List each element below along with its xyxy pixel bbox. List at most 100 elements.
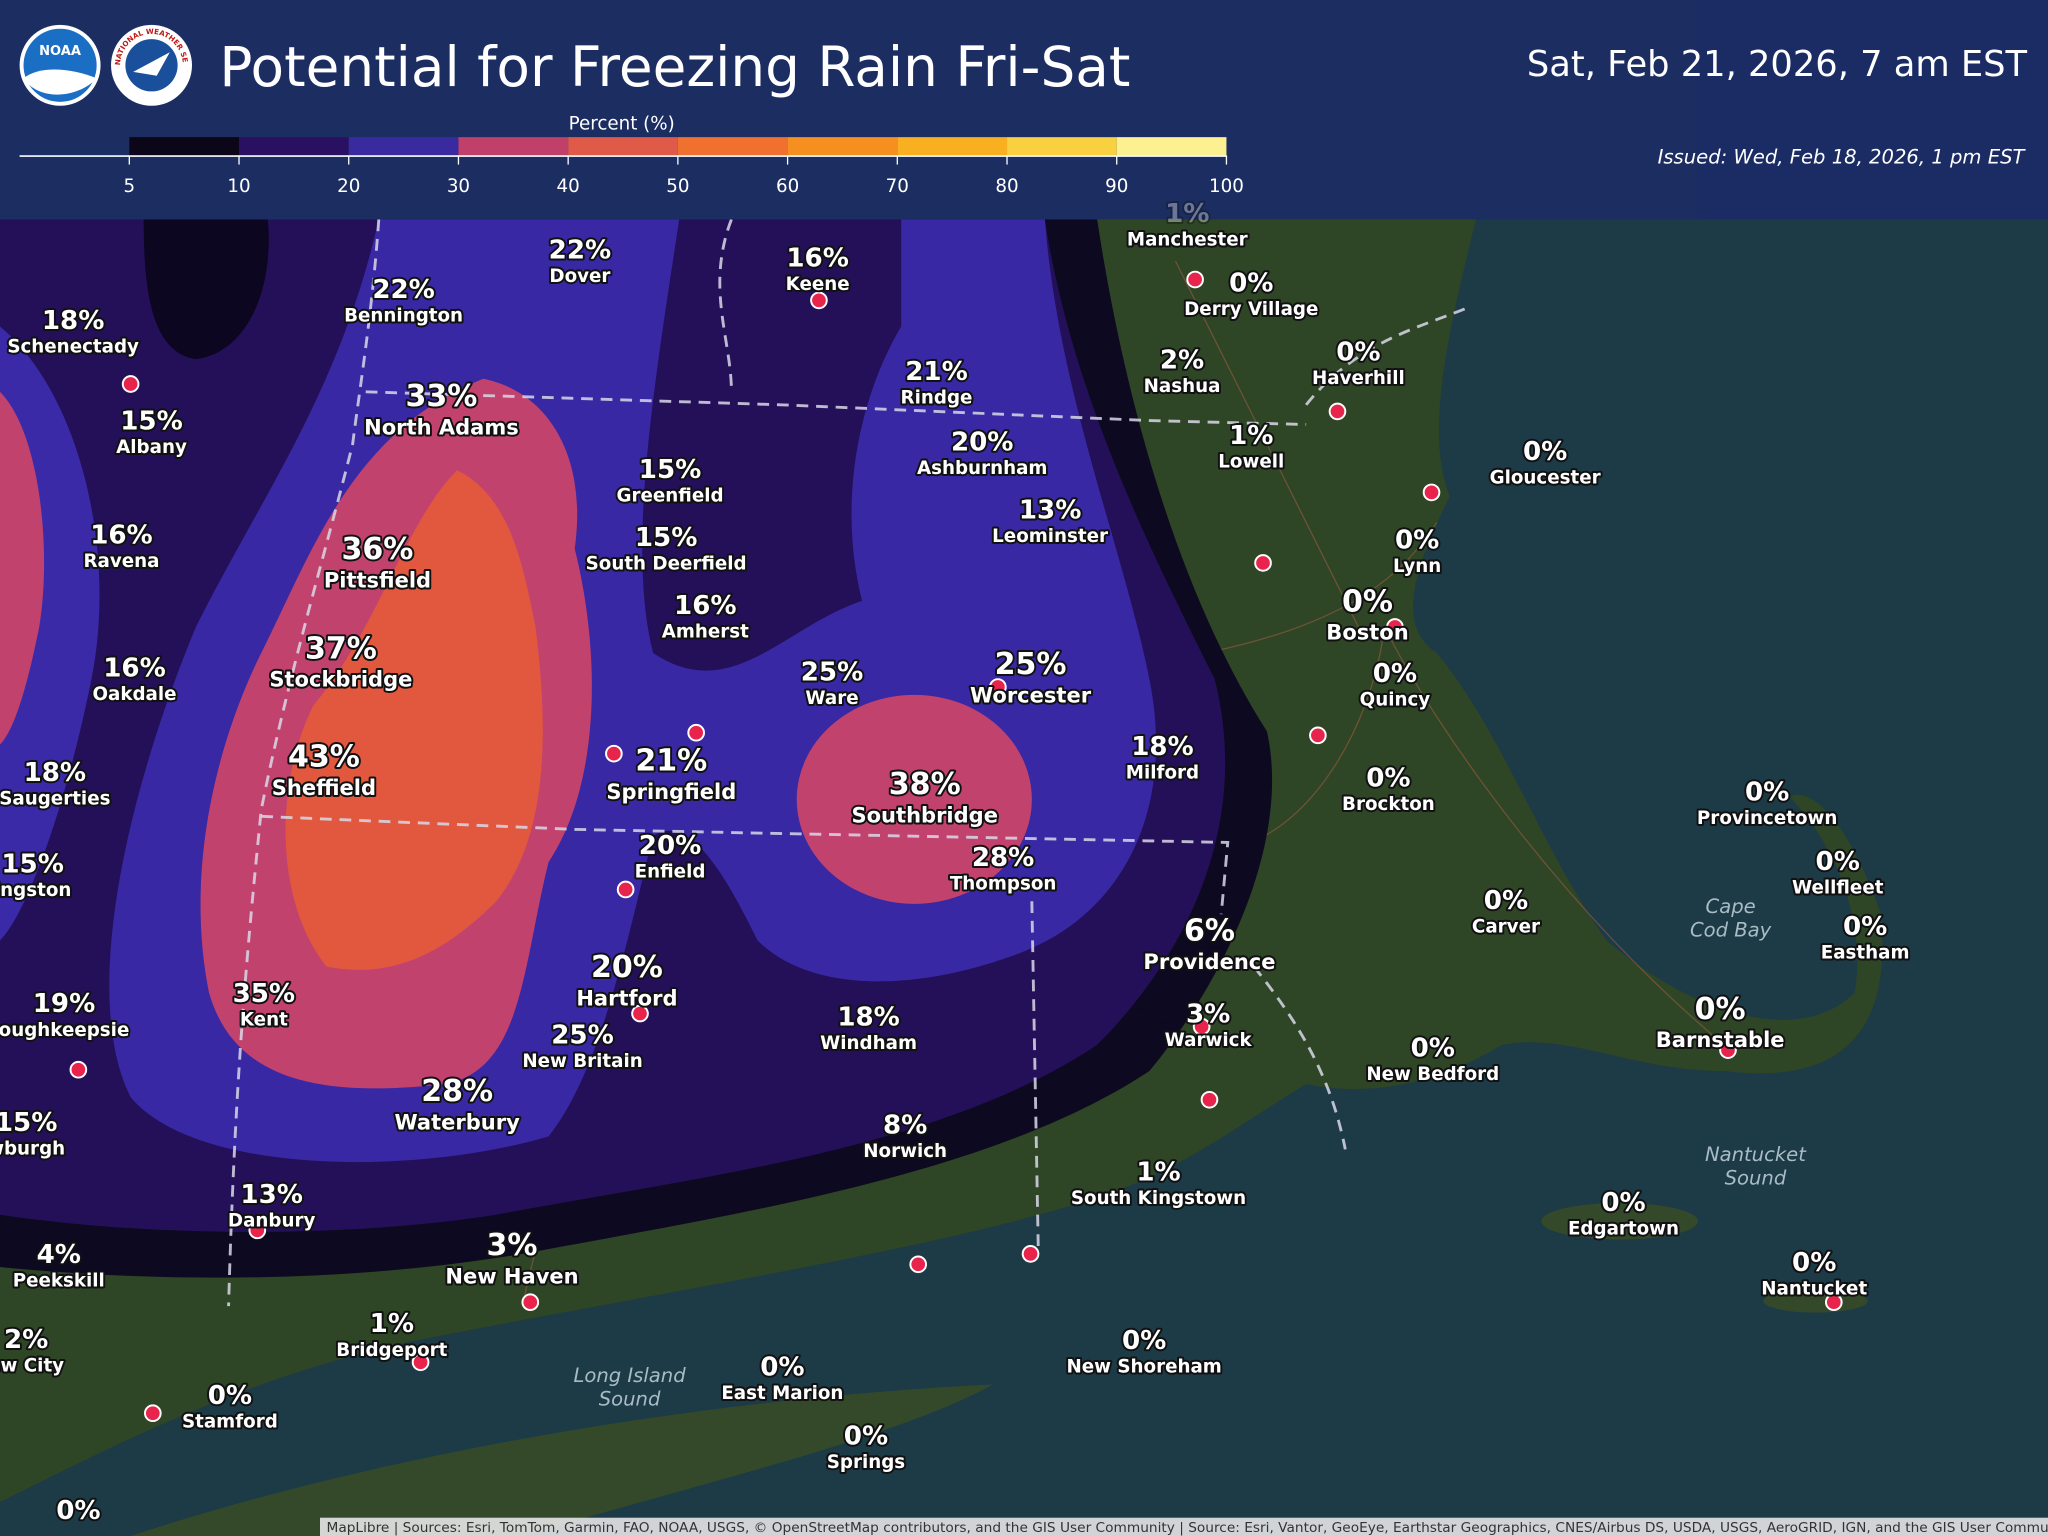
city-name: Wellfleet [1792,877,1884,898]
long-island [130,1384,993,1536]
water-label: Sound [599,1387,661,1410]
contour-40 [285,470,543,970]
city-dots [69,270,1843,1423]
city-name: Norwich [863,1141,947,1162]
city-name: Oakdale [92,684,176,705]
legend-swatch [129,137,240,156]
legend-tick-label: 50 [666,176,689,197]
city-percent: 16% [90,520,153,550]
city-percent: 0% [1601,1188,1645,1218]
city-name: Ravena [83,551,159,572]
city-dot [411,1353,430,1372]
city-name: South Deerfield [586,553,747,574]
city-name: Ashburnham [917,458,1047,479]
noaa-logo: NOAA [19,24,101,106]
city-dot [631,1004,649,1023]
city-dot [248,1221,267,1240]
legend-tick-label: 20 [337,176,360,197]
city-percent: 1% [1229,421,1273,451]
city-dot [810,291,828,310]
city-name: Brockton [1342,794,1435,815]
city-dot [909,1255,928,1274]
legend-tick-label: 90 [1105,176,1128,197]
attribution: MapLibre | Sources: Esri, TomTom, Garmin… [327,1520,2048,1536]
city-name: Bridgeport [336,1340,447,1361]
legend-tick-label: 5 [123,176,135,197]
legend-swatch [787,137,898,156]
legend-tick-label: 70 [886,176,909,197]
city-percent: 0% [1366,763,1410,793]
city-dot [121,375,140,393]
city-labels: 22%Dover22%Bennington16%Keene18%Schenect… [0,197,1911,1528]
legend-swatch [348,137,459,156]
city-dot [605,744,623,763]
city-name: Haverhill [1312,368,1405,389]
city-name: Albany [116,437,187,458]
city-percent: 0% [56,1496,100,1526]
city-name: Quincy [1360,689,1431,710]
header-band [0,0,2048,220]
city-percent: 1% [1136,1158,1180,1188]
city-name: Enfield [635,862,706,883]
legend-swatch [677,137,788,156]
contour-10-hole [143,219,269,360]
city-percent: 38% [889,767,961,802]
city-percent: 21% [905,357,968,387]
legend-label: Percent (%) [569,113,675,134]
city-name: Southbridge [851,803,998,828]
water-label: Sound [1725,1167,1787,1190]
city-dot [989,678,1007,696]
city-percent: 8% [883,1111,927,1141]
city-name: Windham [820,1033,917,1054]
city-name: Boston [1326,620,1408,645]
city-dot [144,1404,162,1423]
attribution-bar [320,1517,2048,1536]
city-name: East Marion [721,1383,843,1404]
city-name: Springs [827,1452,905,1473]
city-name: Stockbridge [269,667,412,692]
city-percent: 0% [1484,886,1528,916]
city-name: Edgartown [1568,1218,1679,1239]
city-name: Gloucester [1490,467,1601,488]
city-percent: 33% [406,379,478,414]
state-borders [227,218,1470,1307]
city-percent: 0% [1122,1326,1166,1356]
city-percent: 4% [37,1240,81,1270]
city-dot [1186,270,1204,289]
city-dot [1254,554,1272,572]
city-percent: 0% [1816,847,1860,877]
city-percent: 2% [4,1325,48,1355]
city-dot [1824,1293,1843,1312]
city-name: Springfield [606,779,736,804]
city-percent: 13% [240,1180,303,1210]
legend-tick-label: 80 [995,176,1018,197]
city-name: ingston [0,880,71,901]
city-name: Amherst [662,621,749,642]
city-percent: 15% [0,1108,57,1138]
city-name: Worcester [970,682,1092,707]
city-percent: 0% [1843,912,1887,942]
city-dot [1386,618,1404,636]
city-name: oughkeepsie [0,1020,129,1041]
legend-tick-label: 60 [776,176,799,197]
city-name: Lynn [1393,556,1441,577]
city-name: Lowell [1218,452,1284,473]
city-name: Keene [786,274,850,295]
city-name: Danbury [228,1210,316,1231]
city-percent: 16% [674,591,737,621]
legend-swatch [897,137,1008,156]
city-percent: 13% [1019,496,1082,526]
city-dot [1309,726,1327,745]
city-name: Greenfield [617,486,724,507]
city-percent: 18% [24,758,87,788]
city-percent: 0% [760,1352,804,1382]
city-percent: 3% [1186,1000,1230,1030]
city-name: Waterbury [394,1109,520,1134]
city-percent: 15% [1,849,64,879]
city-name: Thompson [950,873,1057,894]
city-percent: 1% [1165,199,1209,229]
city-name: Nashua [1144,376,1221,397]
city-percent: 36% [342,532,414,567]
city-dot [1422,483,1441,502]
legend: 5 10 20 30 40 50 60 70 80 90 100 [123,137,1244,197]
